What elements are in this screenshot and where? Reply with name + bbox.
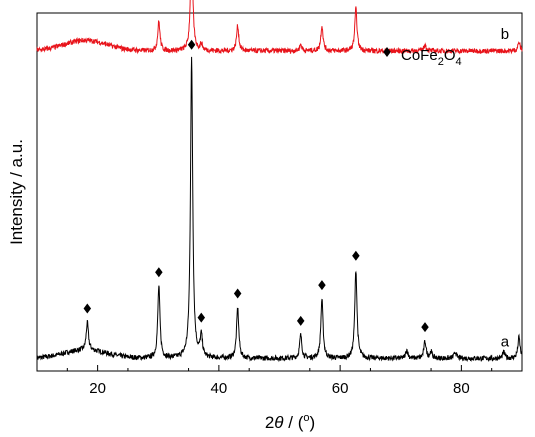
legend-label-sub-4: 4 — [455, 56, 461, 68]
peak-marker-diamond — [318, 280, 326, 291]
legend-diamond-marker — [383, 47, 391, 57]
x-axis-title-theta: θ — [274, 413, 284, 432]
plot-frame — [36, 12, 523, 372]
x-axis-title-close: ) — [310, 413, 316, 432]
x-axis-title-degree: o — [303, 412, 309, 424]
data-layer — [36, 0, 523, 363]
peak-marker-diamond — [83, 303, 92, 314]
x-axis-title-two: 2 — [265, 413, 274, 432]
series-b-line — [36, 0, 523, 55]
legend-label-sub-2: 2 — [438, 56, 444, 68]
x-tick-label: 20 — [89, 380, 106, 397]
x-tick-label: 60 — [332, 380, 349, 397]
peak-marker-diamond — [155, 267, 163, 278]
x-tick-label: 80 — [453, 380, 470, 397]
peak-markers: ab — [83, 26, 510, 350]
legend-label-part-o: O — [444, 47, 456, 64]
peak-marker-diamond — [187, 39, 196, 50]
peak-marker-diamond — [197, 312, 206, 323]
legend: CoFe2O4 — [383, 47, 462, 68]
series-a-line — [36, 56, 523, 363]
peak-marker-diamond — [233, 288, 242, 299]
peak-marker-diamond — [421, 322, 429, 333]
series-label-b: b — [501, 26, 509, 43]
legend-label-part-cofe: CoFe — [401, 47, 438, 64]
axis-ticks: 20 40 60 80 — [66, 365, 493, 397]
legend-label: CoFe2O4 — [401, 47, 462, 68]
x-axis-title-slash: / ( — [284, 413, 304, 432]
y-axis-title: Intensity / a.u. — [7, 139, 26, 245]
x-tick-label: 40 — [211, 380, 228, 397]
peak-marker-diamond — [296, 315, 305, 326]
series-label-a: a — [501, 333, 510, 350]
x-axis-title: 2θ / (o) — [265, 412, 315, 432]
peak-marker-diamond — [352, 250, 360, 261]
